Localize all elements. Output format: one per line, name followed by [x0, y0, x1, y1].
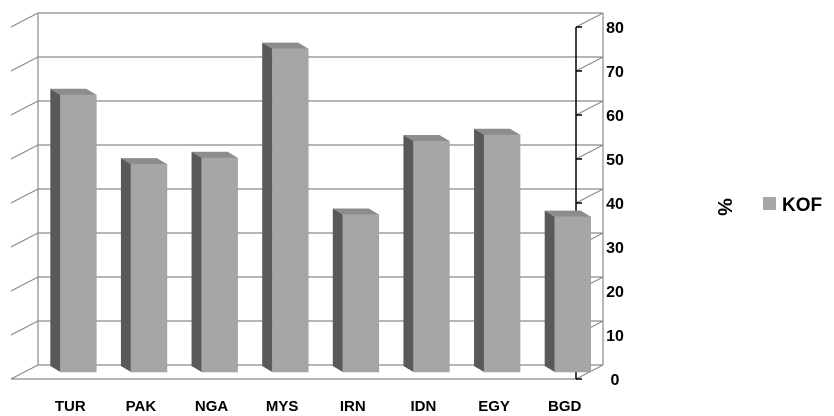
bar-front — [554, 216, 591, 373]
y-tick-label: 30 — [606, 240, 624, 257]
bar-top — [403, 135, 450, 141]
y-tick-labels: 0 10 20 30 40 50 60 70 80 — [606, 20, 624, 389]
x-tick-label: PAK — [126, 398, 157, 415]
gridline-side — [10, 12, 39, 28]
bar — [50, 88, 97, 373]
bar — [332, 208, 380, 373]
x-tick-label: IDN — [411, 398, 437, 415]
bar — [120, 158, 168, 373]
bar-side — [544, 210, 555, 372]
bar-top — [262, 42, 309, 49]
x-tick-labels: TUR PAK NGA MYS IRN IDN EGY BGD — [55, 398, 582, 415]
y-tick-label: 70 — [606, 64, 624, 81]
bar-front — [130, 163, 168, 373]
y-axis-label: % — [713, 198, 735, 216]
bar-side — [120, 158, 131, 372]
gridline-right-side — [575, 188, 604, 204]
bar — [474, 128, 521, 373]
bars — [50, 42, 591, 373]
bar-top — [120, 158, 167, 165]
bar-front — [413, 140, 450, 373]
bar-side — [403, 135, 414, 372]
bar-top — [50, 88, 97, 95]
bar-side — [474, 128, 485, 372]
gridline-right-side — [575, 144, 604, 160]
bar-top — [544, 210, 591, 217]
y-tick-label: 10 — [606, 328, 624, 345]
bar-front — [342, 214, 380, 373]
bar-side — [50, 88, 61, 373]
bar-top — [191, 151, 238, 158]
y-tick-label: 80 — [606, 20, 624, 37]
legend-label: KOF — [782, 195, 822, 216]
y-tick-label: 20 — [606, 284, 624, 301]
gridline-side — [10, 232, 39, 248]
bar-front — [483, 134, 521, 373]
gridline-side — [10, 320, 39, 336]
bar — [544, 210, 591, 373]
bar-side — [191, 151, 202, 372]
bar-front — [60, 94, 97, 373]
x-tick-label: MYS — [266, 398, 299, 415]
bar-side — [262, 42, 273, 372]
bar — [403, 135, 450, 373]
bar-top — [332, 208, 379, 215]
gridline-side — [10, 276, 39, 292]
gridline-side — [10, 364, 39, 380]
y-tick-label: 0 — [611, 372, 620, 389]
gridline-right-side — [575, 100, 604, 116]
gridline-side — [10, 56, 39, 72]
gridline-side — [10, 188, 39, 204]
y-tick-label: 40 — [606, 196, 624, 213]
y-tick-label: 50 — [606, 152, 624, 169]
bar-top — [474, 128, 521, 135]
x-tick-label: IRN — [340, 398, 366, 415]
legend: KOF — [763, 195, 822, 216]
gridline-side — [10, 100, 39, 116]
bar — [262, 42, 309, 373]
legend-swatch — [763, 197, 776, 210]
bar-side — [332, 208, 343, 372]
x-tick-label: TUR — [55, 398, 86, 415]
gridline-right-side — [575, 56, 604, 72]
x-tick-label: NGA — [195, 398, 229, 415]
bar-front — [271, 48, 309, 373]
gridline-right-side — [575, 12, 604, 28]
x-tick-label: BGD — [548, 398, 582, 415]
bar-front — [201, 157, 238, 373]
bar — [191, 151, 238, 373]
gridline-side — [10, 144, 39, 160]
y-tick-label: 60 — [606, 108, 624, 125]
x-tick-label: EGY — [478, 398, 510, 415]
